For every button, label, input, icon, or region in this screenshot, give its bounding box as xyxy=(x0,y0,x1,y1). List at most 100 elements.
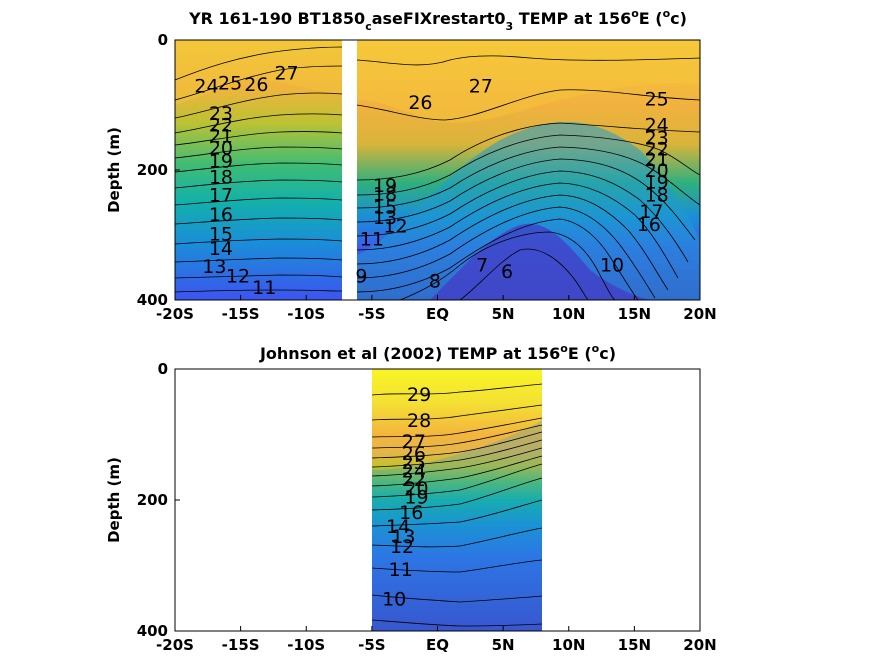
title-part: YR 161-190 BT1850 xyxy=(188,9,365,28)
contour-label: 16 xyxy=(637,214,661,236)
contour-label: 13 xyxy=(373,207,397,229)
contour-label: 23 xyxy=(645,128,669,150)
x-ticks-bottom: -20S -15S -10S -5S EQ 5N 10N 15N 20N xyxy=(156,626,717,654)
contour-label: 13 xyxy=(391,526,415,548)
thermocline-dome xyxy=(357,121,700,301)
contour-label: 20 xyxy=(209,137,233,159)
x-tick-label: -15S xyxy=(222,305,260,323)
contour-lines-observed xyxy=(371,383,543,627)
contour-lines-right xyxy=(356,55,701,301)
contour-label: 18 xyxy=(645,185,669,207)
y-tick-label: 0 xyxy=(158,31,168,49)
x-tick-label: EQ xyxy=(426,305,449,323)
contour-label: 27 xyxy=(274,63,298,85)
contour-label: 23 xyxy=(209,103,233,125)
contour-label: 14 xyxy=(209,238,233,260)
contour-label: 16 xyxy=(209,204,233,226)
x-tick-label: -15S xyxy=(222,636,260,654)
x-tick-label: EQ xyxy=(426,636,449,654)
contour-label: 28 xyxy=(407,410,431,432)
x-tick-label: 10N xyxy=(552,636,585,654)
y-ticks-bottom: 0 200 400 xyxy=(137,360,180,640)
contour-label: 19 xyxy=(404,487,428,509)
contour-label: 21 xyxy=(645,149,669,171)
contour-label: 25 xyxy=(402,452,426,474)
title-part: E ( xyxy=(568,344,592,363)
chart-title-top: YR 161-190 BT1850caseFIXrestart03 TEMP a… xyxy=(188,7,687,33)
contour-label: 14 xyxy=(386,516,410,538)
title-part: o xyxy=(560,342,568,355)
y-axis-label-top: Depth (m) xyxy=(105,127,123,213)
title-part: c) xyxy=(670,9,687,28)
contour-label: 10 xyxy=(382,588,406,610)
y-tick-label: 200 xyxy=(137,491,168,509)
contour-label: 27 xyxy=(402,431,426,453)
x-tick-label: -10S xyxy=(287,636,325,654)
x-tick-label: 5N xyxy=(492,305,515,323)
y-tick-label: 400 xyxy=(137,291,168,309)
contour-label: 19 xyxy=(645,172,669,194)
heatmap-observed xyxy=(372,369,542,631)
contour-label: 26 xyxy=(402,443,426,465)
chart-title-bottom: Johnson et al (2002) TEMP at 156oE (oc) xyxy=(259,342,616,363)
contour-label: 17 xyxy=(209,185,233,207)
contour-label: 24 xyxy=(194,76,218,98)
contour-label: 27 xyxy=(469,76,493,98)
x-tick-label: 5N xyxy=(492,636,515,654)
contour-label: 22 xyxy=(645,139,669,161)
warm-left xyxy=(175,40,342,105)
x-tick-label: -5S xyxy=(358,636,385,654)
warm-pool xyxy=(357,40,700,123)
contour-label: 20 xyxy=(404,478,428,500)
x-tick-label: -20S xyxy=(156,305,194,323)
contour-label: 22 xyxy=(209,115,233,137)
contour-lines-left xyxy=(174,46,343,293)
x-tick-label: 20N xyxy=(683,305,716,323)
contour-label: 22 xyxy=(402,469,426,491)
contour-label: 18 xyxy=(209,167,233,189)
contour-label: 9 xyxy=(355,265,367,287)
y-tick-label: 200 xyxy=(137,161,168,179)
contour-label: 7 xyxy=(476,254,488,276)
panel-top-model: YR 161-190 BT1850caseFIXrestart03 TEMP a… xyxy=(105,7,717,323)
x-ticks-top: -20S -15S -10S -5S EQ 5N 10N 15N 20N xyxy=(156,295,717,323)
cold-core xyxy=(430,223,650,300)
contour-label: 20 xyxy=(645,160,669,182)
contour-label: 24 xyxy=(645,115,669,137)
tilt-overlay xyxy=(372,420,542,631)
contour-label: 6 xyxy=(501,261,513,283)
title-part: E ( xyxy=(639,9,663,28)
contour-label: 12 xyxy=(226,265,250,287)
contour-label: 12 xyxy=(383,215,407,237)
x-tick-label: -5S xyxy=(358,305,385,323)
contour-label: 26 xyxy=(408,92,432,114)
x-tick-label: -20S xyxy=(156,636,194,654)
contour-label: 19 xyxy=(209,150,233,172)
x-tick-label: -10S xyxy=(287,305,325,323)
y-tick-label: 0 xyxy=(158,360,168,378)
contour-label: 8 xyxy=(429,271,441,293)
y-axis-label-bottom: Depth (m) xyxy=(105,457,123,543)
contour-label: 25 xyxy=(218,72,242,94)
title-part: aseFIXrestart0 xyxy=(372,9,506,28)
y-tick-label: 400 xyxy=(137,622,168,640)
contour-label: 12 xyxy=(390,536,414,558)
panel-bottom-johnson: Johnson et al (2002) TEMP at 156oE (oc) … xyxy=(105,342,717,654)
contour-label: 21 xyxy=(209,126,233,148)
contour-label: 18 xyxy=(373,183,397,205)
contour-label: 19 xyxy=(373,175,397,197)
x-tick-label: 15N xyxy=(618,636,651,654)
contour-label: 11 xyxy=(252,277,276,299)
contour-label: 17 xyxy=(639,201,663,223)
title-part: TEMP at 156 xyxy=(513,9,631,28)
title-part: o xyxy=(663,7,671,20)
x-tick-label: 15N xyxy=(618,305,651,323)
x-tick-label: 20N xyxy=(683,636,716,654)
title-part: o xyxy=(592,342,600,355)
title-part: 3 xyxy=(506,20,514,33)
contour-label: 13 xyxy=(202,256,226,278)
x-tick-label: 10N xyxy=(552,305,585,323)
